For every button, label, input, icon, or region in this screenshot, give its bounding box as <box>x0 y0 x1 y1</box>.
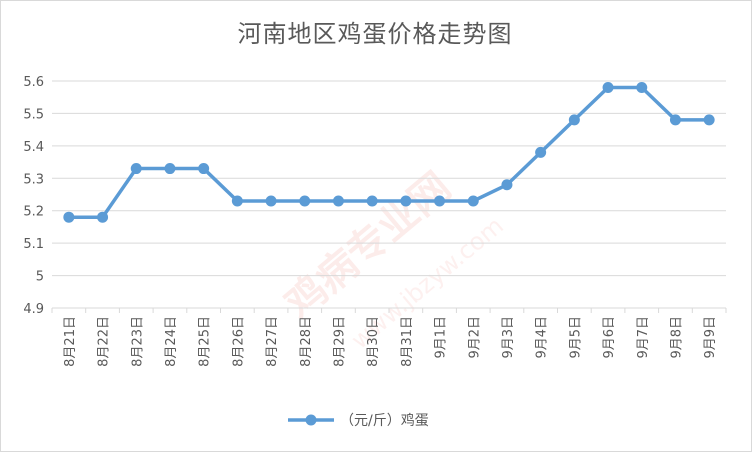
data-point[interactable] <box>400 195 412 207</box>
grid <box>52 80 726 309</box>
data-point[interactable] <box>703 114 715 126</box>
legend-label: （元/斤）鸡蛋 <box>340 412 429 429</box>
y-tick-label: 5.3 <box>23 172 44 187</box>
x-tick-label: 9月8日 <box>669 316 684 359</box>
data-point[interactable] <box>501 179 513 191</box>
series-layer <box>63 81 715 223</box>
x-tick-label: 9月2日 <box>467 316 482 359</box>
y-tick-label: 5.4 <box>23 140 44 155</box>
x-tick-label: 8月22日 <box>97 316 112 367</box>
data-point[interactable] <box>164 163 176 175</box>
y-tick-label: 4.9 <box>23 302 44 317</box>
data-point[interactable] <box>299 195 311 207</box>
x-tick-label: 9月6日 <box>602 316 617 359</box>
x-tick-label: 8月31日 <box>400 316 415 367</box>
series-line <box>68 85 710 219</box>
x-tick-label: 8月29日 <box>332 316 347 367</box>
x-tick-label: 8月30日 <box>366 316 381 367</box>
data-point[interactable] <box>366 195 378 207</box>
x-tick-label: 8月21日 <box>63 316 78 367</box>
x-tick-label: 9月5日 <box>568 316 583 359</box>
data-point[interactable] <box>434 195 446 207</box>
watermark-text: 鸡病专业网 <box>277 164 460 328</box>
data-point[interactable] <box>63 211 75 223</box>
y-axis: 4.9 5 5.1 5.2 5.3 5.4 5.5 5.6 <box>23 75 44 317</box>
data-point[interactable] <box>265 195 277 207</box>
chart-title: 河南地区鸡蛋价格走势图 <box>237 20 513 48</box>
x-tick-label: 9月1日 <box>434 316 449 359</box>
x-tick-label: 8月28日 <box>299 316 314 367</box>
data-point[interactable] <box>332 195 344 207</box>
y-tick-label: 5.2 <box>23 205 44 220</box>
x-tick-label: 9月4日 <box>535 316 550 359</box>
x-tick-label: 8月26日 <box>231 316 246 367</box>
data-point[interactable] <box>97 211 109 223</box>
x-tick-label: 9月3日 <box>501 316 516 359</box>
data-point[interactable] <box>568 114 580 126</box>
y-tick-label: 5.5 <box>23 107 44 122</box>
x-tick-label: 8月27日 <box>265 316 280 367</box>
x-tick-label: 9月9日 <box>703 316 718 359</box>
x-tick-label: 8月23日 <box>130 316 145 367</box>
data-point[interactable] <box>130 163 142 175</box>
x-tick-label: 8月25日 <box>198 316 213 367</box>
x-tick-label: 9月7日 <box>636 316 651 359</box>
data-point[interactable] <box>231 195 243 207</box>
y-tick-label: 5 <box>36 270 44 285</box>
y-tick-label: 5.6 <box>23 75 44 90</box>
data-point[interactable] <box>535 146 547 158</box>
y-tick-label: 5.1 <box>23 237 44 252</box>
legend-marker <box>305 414 317 426</box>
data-point[interactable] <box>467 195 479 207</box>
legend[interactable]: （元/斤）鸡蛋 <box>288 412 429 429</box>
x-tick-label: 8月24日 <box>164 316 179 367</box>
data-point[interactable] <box>198 163 210 175</box>
data-point[interactable] <box>669 114 681 126</box>
data-point[interactable] <box>602 81 614 93</box>
data-point[interactable] <box>636 81 648 93</box>
x-axis: 8月21日 8月22日 8月23日 8月24日 8月25日 8月26日 8月27日 8月28日… <box>51 308 727 367</box>
